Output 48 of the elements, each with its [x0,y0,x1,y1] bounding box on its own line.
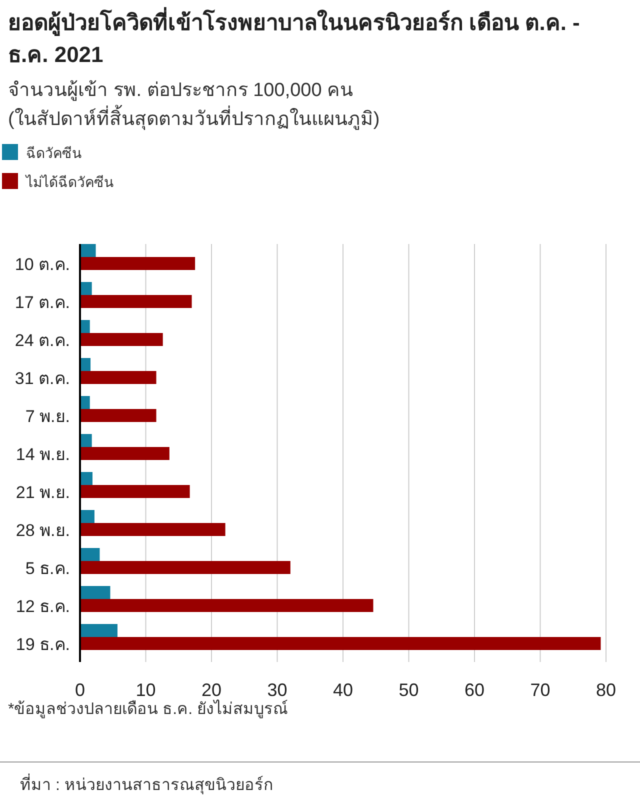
text: *ข้อมูลช่วงปลายเดือน ธ.ค. ยังไม่สมบูรณ์ [8,699,288,719]
x-tick-label: 10 [136,680,156,700]
bar [80,409,156,422]
x-tick-label: 60 [464,680,485,700]
bar [80,358,91,371]
bar [80,333,163,346]
x-tick-label: 70 [530,680,550,700]
x-tick-label: 20 [201,680,222,700]
bar [80,586,110,599]
legend-label: ไม่ได้ฉีดวัคซีน [25,174,114,190]
chart-subtitle: จำนวนผู้เข้า รพ. ต่อประชากร 100,000 คน (ในสัปดาห์ที่สิ้นสุดตามวันที่ปรากฏในแผนภูมิ) [8,80,380,131]
bar [80,447,170,460]
bar [80,624,118,637]
y-tick-label: 24 ต.ค. [14,331,70,350]
chart-title: ยอดผู้ป่วยโควิดที่เข้าโรงพยาบาลในนครนิวยอร์ก เดือน ต.ค. - ธ.ค. 2021 [8,6,580,67]
bar [80,548,100,561]
y-tick-label: 14 พ.ย. [16,445,70,464]
bar [80,434,92,447]
bar [80,485,190,498]
x-tick-label: 30 [267,680,288,700]
x-tick-label: 80 [596,680,616,700]
bar [80,561,290,574]
bar [80,510,94,523]
bar [80,282,92,295]
bar [80,637,601,650]
y-tick-label: 19 ธ.ค. [16,635,70,654]
x-tick-label: 50 [398,680,419,700]
y-tick-label: 10 ต.ค. [14,255,70,274]
text: ที่มา : หน่วยงานสาธารณสุขนิวยอร์ก [20,773,274,795]
y-tick-label: 31 ต.ค. [14,369,70,388]
y-tick-label: 12 ธ.ค. [16,597,70,616]
y-tick-label: 7 พ.ย. [25,407,70,426]
legend-label: ฉีดวัคซีน [26,145,82,161]
x-tick-label: 0 [74,680,86,700]
bar [80,523,226,536]
bar [80,244,96,257]
bar [80,371,156,384]
y-tick-label: 5 ธ.ค. [25,559,70,578]
y-tick-label: 28 พ.ย. [16,521,70,540]
bar [80,599,374,612]
y-tick-label: 17 ต.ค. [14,293,70,312]
bar [80,295,192,308]
bar [80,320,90,333]
y-tick-label: 21 พ.ย. [16,483,70,502]
bar [80,396,90,409]
bar [80,472,92,485]
bar [80,257,196,270]
x-tick-label: 40 [332,680,354,700]
